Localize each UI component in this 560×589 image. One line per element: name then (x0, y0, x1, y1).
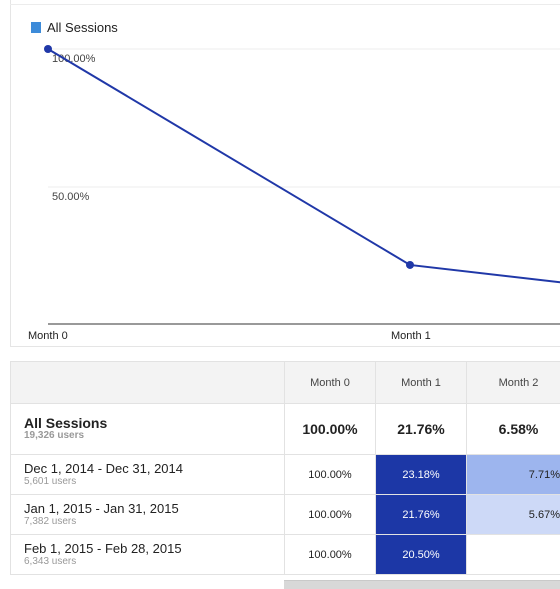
data-point-month1 (406, 261, 414, 269)
cohort-date-range: Dec 1, 2014 - Dec 31, 2014 (24, 462, 284, 476)
retention-line-chart: 100.00% 50.00% Month 0 Month 1 (0, 0, 560, 347)
cohort-value-cell[interactable]: 5.67% (467, 495, 560, 535)
column-header-month1: Month 1 (376, 362, 467, 404)
cohort-date-range: Feb 1, 2015 - Feb 28, 2015 (24, 542, 284, 556)
cohort-users: 7,382 users (24, 516, 284, 528)
summary-value-month0: 100.00% (285, 404, 376, 455)
cohort-value-cell[interactable]: 20.50% (376, 535, 467, 575)
column-header-month0: Month 0 (285, 362, 376, 404)
cohort-users: 6,343 users (24, 556, 284, 568)
summary-row: All Sessions 19,326 users 100.00% 21.76%… (11, 404, 560, 455)
cohort-label-cell: Dec 1, 2014 - Dec 31, 2014 5,601 users (11, 455, 285, 495)
summary-value-month1: 21.76% (376, 404, 467, 455)
table-row: Jan 1, 2015 - Jan 31, 2015 7,382 users 1… (11, 495, 560, 535)
cohort-users: 5,601 users (24, 476, 284, 488)
cohort-value-cell[interactable] (467, 535, 560, 575)
cohort-table: Month 0 Month 1 Month 2 All Sessions 19,… (10, 361, 560, 575)
series-line-0 (48, 49, 560, 307)
cohort-label-cell: Feb 1, 2015 - Feb 28, 2015 6,343 users (11, 535, 285, 575)
cohort-value-cell[interactable]: 100.00% (285, 455, 376, 495)
table-header-row: Month 0 Month 1 Month 2 (11, 362, 560, 404)
cohort-value-cell[interactable]: 21.76% (376, 495, 467, 535)
cohort-value-cell[interactable]: 23.18% (376, 455, 467, 495)
summary-value-month2: 6.58% (467, 404, 560, 455)
table-row: Dec 1, 2014 - Dec 31, 2014 5,601 users 1… (11, 455, 560, 495)
column-header-label (11, 362, 285, 404)
x-tick-label-month1: Month 1 (391, 330, 431, 342)
cohort-value-cell[interactable]: 7.71% (467, 455, 560, 495)
series-layer (44, 45, 560, 307)
table-row: Feb 1, 2015 - Feb 28, 2015 6,343 users 1… (11, 535, 560, 575)
summary-label-cell: All Sessions 19,326 users (11, 404, 285, 455)
summary-users: 19,326 users (24, 430, 284, 442)
column-header-month2: Month 2 (467, 362, 560, 404)
y-tick-label-50: 50.00% (52, 191, 90, 203)
cohort-value-cell[interactable]: 100.00% (285, 535, 376, 575)
summary-label: All Sessions (24, 416, 284, 430)
x-tick-label-month0: Month 0 (28, 330, 68, 342)
data-point-month0 (44, 45, 52, 53)
cohort-date-range: Jan 1, 2015 - Jan 31, 2015 (24, 502, 284, 516)
cohort-value-cell[interactable]: 100.00% (285, 495, 376, 535)
cohort-label-cell: Jan 1, 2015 - Jan 31, 2015 7,382 users (11, 495, 285, 535)
